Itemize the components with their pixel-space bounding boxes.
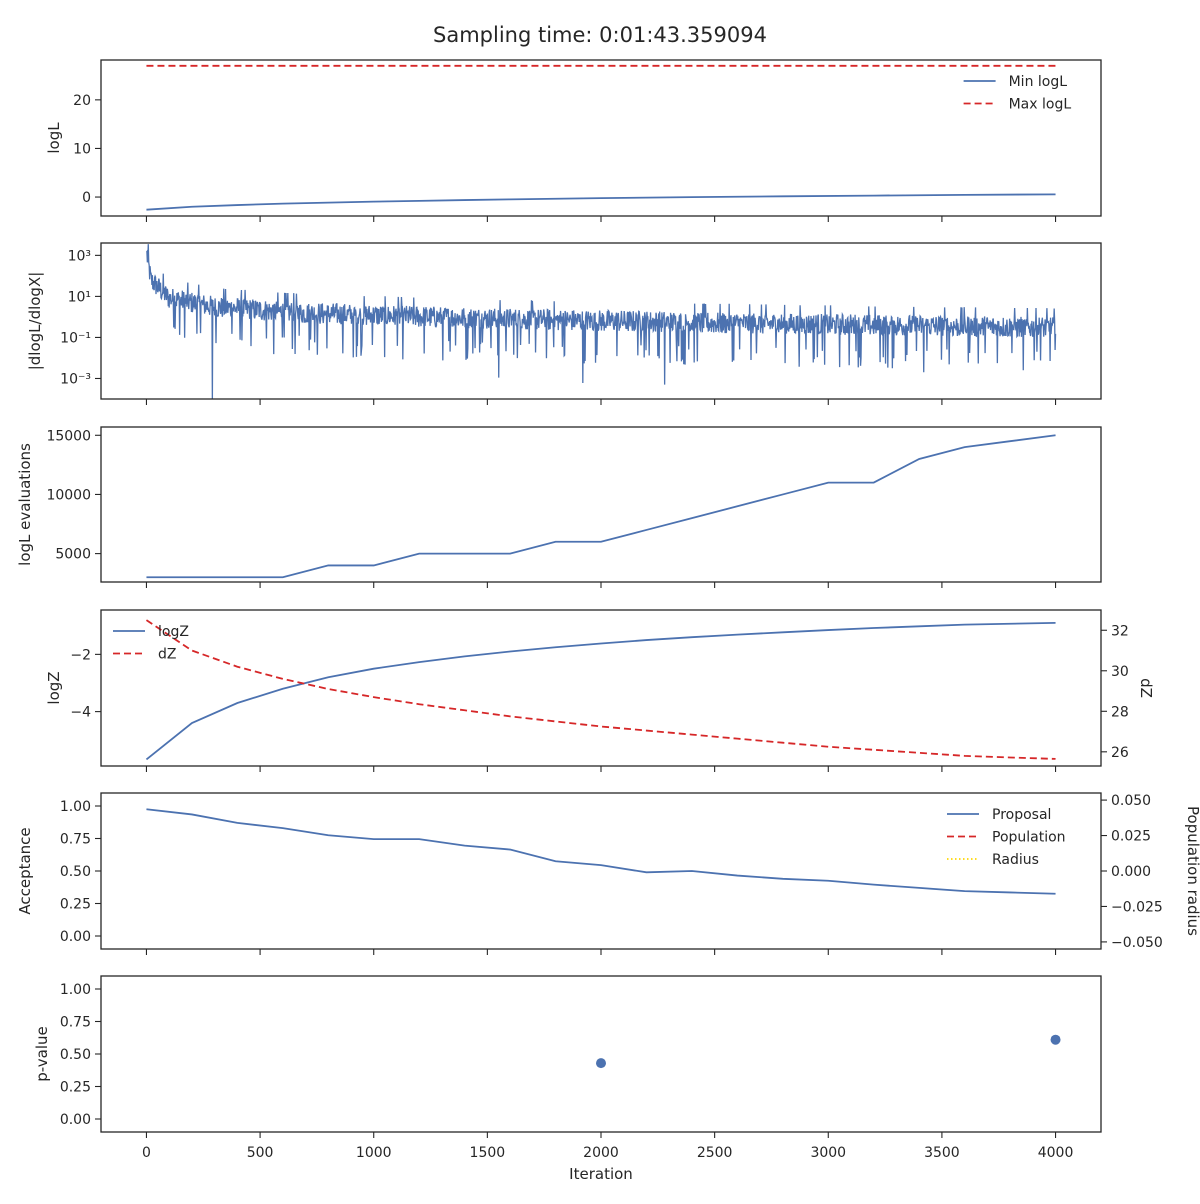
y-tick-label: 10¹ [68,289,91,305]
x-tick-label: 500 [247,1145,274,1161]
y-tick-label: 0.25 [60,897,91,913]
panel-6: 0.00 0.25 0.50 0.75 1.00 0 500 1000 1500 2000 2500… [33,975,1102,1161]
panel-5: 0.00 0.25 0.50 0.75 1.00 −0.050 −0.025 0.000 0.0… [16,792,1200,955]
x-tick-label: 0 [142,1145,151,1161]
panel-2-series [145,244,1057,399]
y-right-tick-label: 26 [1111,745,1129,761]
series-line-logz [145,621,1056,761]
y-tick-label: 10⁻¹ [60,330,91,346]
legend: Proposal Population Radius [947,807,1066,868]
panel-5-series [146,808,1056,895]
panel-2: 10⁻³ 10⁻¹ 10¹ 10³ |dlogL/dlogX| [26,242,1102,405]
y-right-tick-label: 0.025 [1111,829,1151,845]
panel-3: 5000 10000 15000 logL evaluations [16,426,1102,588]
legend-label: Max logL [1009,97,1072,113]
figure-title: Sampling time: 0:01:43.359094 [433,23,767,47]
y-tick-label: 15000 [46,428,91,444]
y-right-tick-label: 0.000 [1111,864,1151,880]
y-tick-label: 0.50 [60,1047,91,1063]
y-tick-label: 0.75 [60,832,91,848]
y-axis-label: logZ [45,671,63,704]
series-line-proposal [146,808,1056,895]
x-tick-label: 1500 [470,1145,506,1161]
series-line [146,434,1056,579]
panel-1-series [146,64,1056,211]
legend: logZ dZ [113,624,189,663]
x-tick-label: 3000 [810,1145,846,1161]
panel-frame [100,975,1102,1133]
y-tick-label: 1.00 [60,799,91,815]
y-right-axis-label: dZ [1137,678,1155,698]
series-line [145,244,1057,399]
legend-label: Radius [992,852,1039,868]
y-right-axis-label: Population radius [1184,806,1200,936]
panel-3-series [146,434,1056,579]
y-tick-label: 10000 [46,487,91,503]
y-axis-label: Acceptance [16,827,34,914]
data-point [596,1058,606,1069]
y-right-tick-label: −0.050 [1111,935,1163,951]
panel-1: 0 10 20 logL Min logL Max logL [45,59,1102,222]
x-tick-label: 4000 [1038,1145,1074,1161]
legend-label: dZ [158,647,176,663]
y-tick-label: 0.75 [60,1015,91,1031]
y-tick-label: 20 [73,93,91,109]
data-point [1050,1034,1061,1045]
y-tick-label: 5000 [55,547,91,563]
y-right-tick-label: 32 [1111,623,1129,639]
legend-label: Proposal [992,807,1051,823]
panel-4-series [145,619,1056,761]
series-line-dz [145,619,1056,760]
legend-label: Population [992,830,1066,846]
y-tick-label: 0.25 [60,1080,91,1096]
y-tick-label: 10 [73,141,91,157]
y-right-tick-label: 30 [1111,664,1129,680]
y-tick-label: −2 [70,647,91,663]
series-line-min-logl [146,193,1056,211]
y-tick-label: 0.00 [60,1112,91,1128]
y-axis-label: logL evaluations [16,443,34,566]
y-tick-label: 0.00 [60,929,91,945]
y-tick-label: 1.00 [60,982,91,998]
legend: Min logL Max logL [963,74,1072,113]
x-tick-label: 2000 [583,1145,619,1161]
panel-6-series [596,1034,1061,1069]
y-tick-label: 0 [82,190,91,206]
y-tick-label: −4 [70,705,91,721]
y-right-tick-label: −0.025 [1111,899,1163,915]
x-tick-label: 1000 [356,1145,392,1161]
y-tick-label: 10³ [68,248,91,264]
y-axis-label: |dlogL/dlogX| [26,272,44,371]
x-tick-label: 2500 [697,1145,733,1161]
y-tick-label: 0.50 [60,864,91,880]
x-tick-label: 3500 [924,1145,960,1161]
panel-frame [100,609,1102,767]
legend-label: logZ [158,624,189,640]
y-right-tick-label: 28 [1111,704,1129,720]
y-axis-label: logL [45,122,63,154]
x-axis-label: Iteration [569,1165,633,1183]
panel-frame [100,792,1102,950]
legend-label: Min logL [1009,74,1068,90]
panel-4: −4 −2 26 28 30 32 logZ dZ logZ dZ [45,609,1155,772]
panel-frame [100,59,1102,217]
y-right-tick-label: 0.050 [1111,793,1151,809]
y-tick-label: 10⁻³ [60,371,91,387]
y-axis-label: p-value [33,1026,51,1082]
